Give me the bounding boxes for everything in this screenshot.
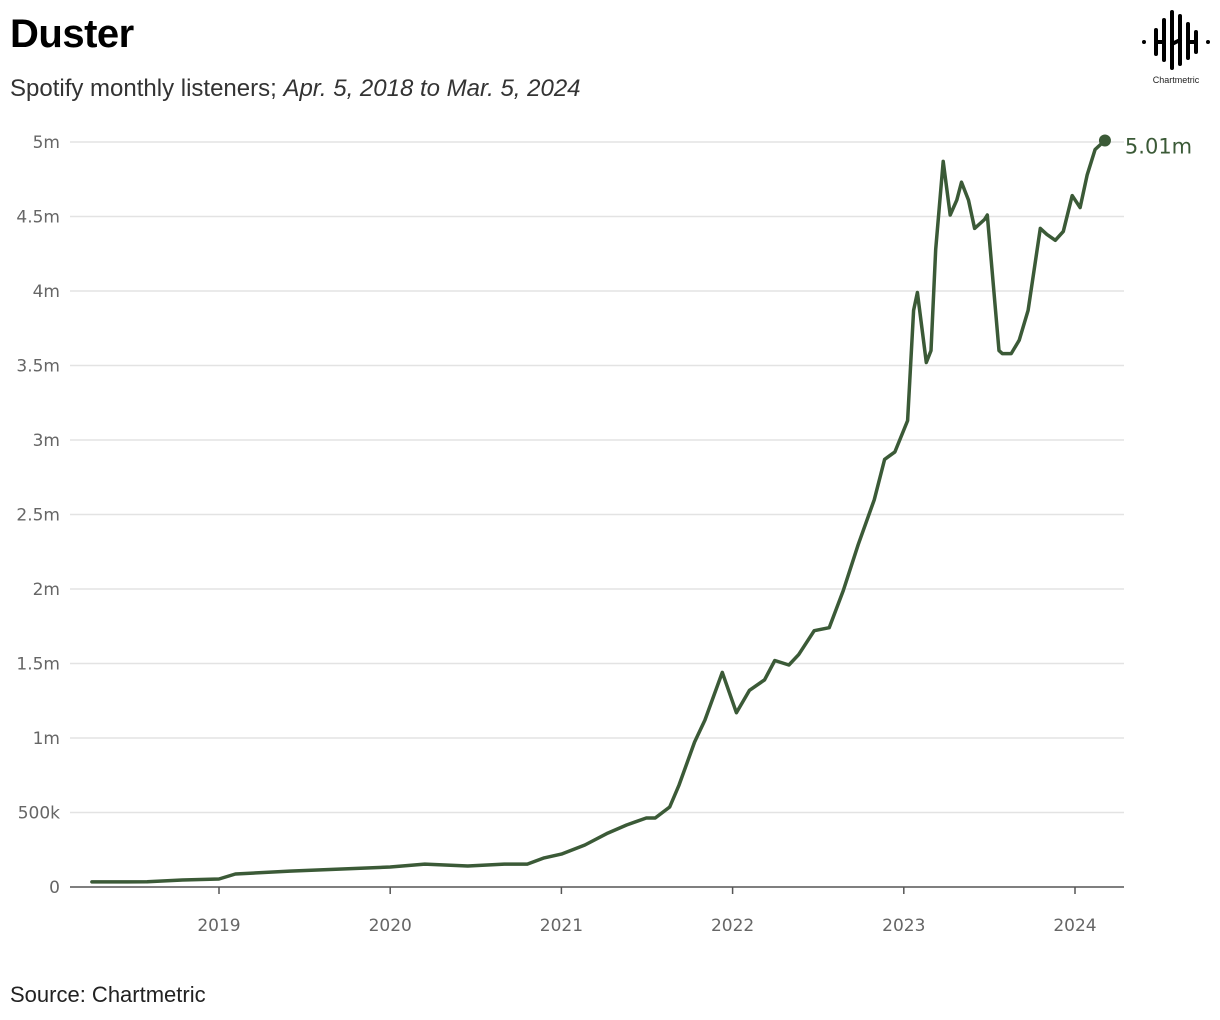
chartmetric-logo: Chartmetric	[1140, 8, 1212, 85]
y-tick-label: 4m	[33, 282, 60, 302]
y-tick-label: 3m	[33, 431, 60, 451]
series-line	[90, 138, 1107, 884]
y-tick-label: 2m	[33, 580, 60, 600]
y-tick-label: 4.5m	[16, 208, 60, 228]
x-tick-label: 2020	[369, 916, 412, 936]
chartmetric-logo-icon	[1142, 10, 1210, 70]
x-tick-label: 2024	[1053, 916, 1096, 936]
y-tick-label: 2.5m	[16, 506, 60, 526]
y-tick-label: 0	[49, 878, 60, 898]
x-tick-label: 2022	[711, 916, 754, 936]
logo-text: Chartmetric	[1152, 75, 1200, 85]
subtitle-date-range: Apr. 5, 2018 to Mar. 5, 2024	[283, 75, 581, 102]
subtitle-metric: Spotify monthly listeners;	[10, 75, 277, 102]
y-tick-label: 5m	[33, 133, 60, 153]
y-tick-label: 1.5m	[16, 655, 60, 675]
chart-subtitle: Spotify monthly listeners; Apr. 5, 2018 …	[10, 75, 581, 103]
source-note: Source: Chartmetric	[10, 982, 206, 1007]
x-tick-label: 2019	[197, 916, 240, 936]
chart-title: Duster	[10, 12, 134, 56]
x-tick-label: 2021	[540, 916, 583, 936]
end-point-marker	[1098, 134, 1111, 147]
end-value-label: 5.01m	[1125, 135, 1192, 159]
y-tick-label: 500k	[18, 804, 60, 824]
y-tick-label: 1m	[33, 729, 60, 749]
y-tick-label: 3.5m	[16, 357, 60, 377]
x-tick-label: 2023	[882, 916, 925, 936]
